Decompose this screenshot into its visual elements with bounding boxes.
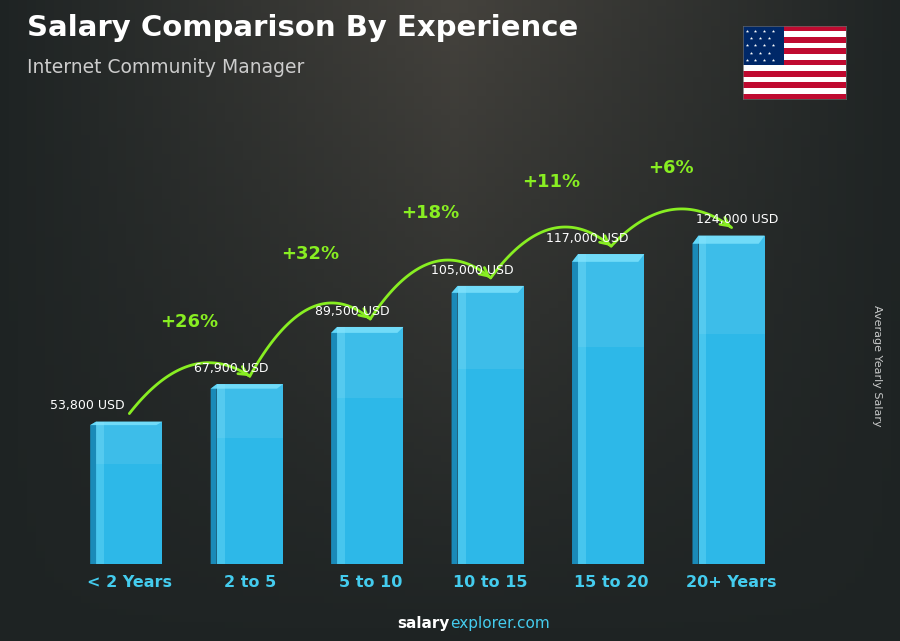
Bar (742, 71, 846, 77)
Bar (457, 286, 524, 564)
Polygon shape (692, 235, 698, 572)
Text: 117,000 USD: 117,000 USD (545, 232, 628, 245)
Polygon shape (90, 422, 96, 568)
Polygon shape (692, 235, 765, 244)
Bar (742, 43, 846, 48)
Bar (742, 82, 846, 88)
Text: +32%: +32% (281, 246, 339, 263)
Text: +11%: +11% (522, 172, 580, 190)
Text: Average Yearly Salary: Average Yearly Salary (872, 304, 883, 426)
Bar (742, 65, 846, 71)
Text: 89,500 USD: 89,500 USD (315, 304, 390, 318)
Text: salary: salary (398, 617, 450, 631)
Bar (457, 286, 524, 369)
Bar (698, 235, 706, 564)
Text: 105,000 USD: 105,000 USD (431, 263, 514, 277)
Polygon shape (331, 327, 338, 570)
Bar (742, 54, 846, 60)
Text: Internet Community Manager: Internet Community Manager (27, 58, 304, 77)
Text: 53,800 USD: 53,800 USD (50, 399, 124, 412)
Text: Salary Comparison By Experience: Salary Comparison By Experience (27, 14, 578, 42)
Polygon shape (331, 327, 403, 333)
Bar (338, 327, 403, 564)
Bar (578, 254, 644, 347)
Bar (742, 31, 846, 37)
Bar (698, 235, 765, 334)
Bar (338, 327, 403, 398)
Bar (578, 254, 644, 564)
Polygon shape (452, 286, 457, 571)
Bar (742, 60, 846, 65)
Bar (742, 26, 846, 31)
Bar (742, 26, 784, 65)
Bar (217, 384, 225, 564)
Bar (457, 286, 465, 564)
Bar (742, 88, 846, 94)
Bar (217, 384, 283, 438)
Bar (578, 254, 586, 564)
Text: 67,900 USD: 67,900 USD (194, 362, 269, 375)
Bar (742, 77, 846, 82)
Polygon shape (572, 254, 578, 572)
Bar (338, 327, 345, 564)
Polygon shape (572, 254, 644, 262)
Bar (96, 422, 104, 564)
Text: explorer.com: explorer.com (450, 617, 550, 631)
Polygon shape (211, 384, 217, 569)
Bar (698, 235, 765, 564)
Bar (742, 37, 846, 43)
Polygon shape (452, 286, 524, 293)
Bar (742, 94, 846, 99)
Bar (742, 48, 846, 54)
Text: +18%: +18% (401, 204, 460, 222)
Bar (96, 422, 163, 564)
Polygon shape (211, 384, 283, 388)
Text: +26%: +26% (160, 313, 219, 331)
Bar (96, 422, 163, 464)
Text: 124,000 USD: 124,000 USD (697, 213, 778, 226)
Text: +6%: +6% (649, 159, 694, 178)
Bar (217, 384, 283, 564)
Polygon shape (90, 422, 163, 425)
